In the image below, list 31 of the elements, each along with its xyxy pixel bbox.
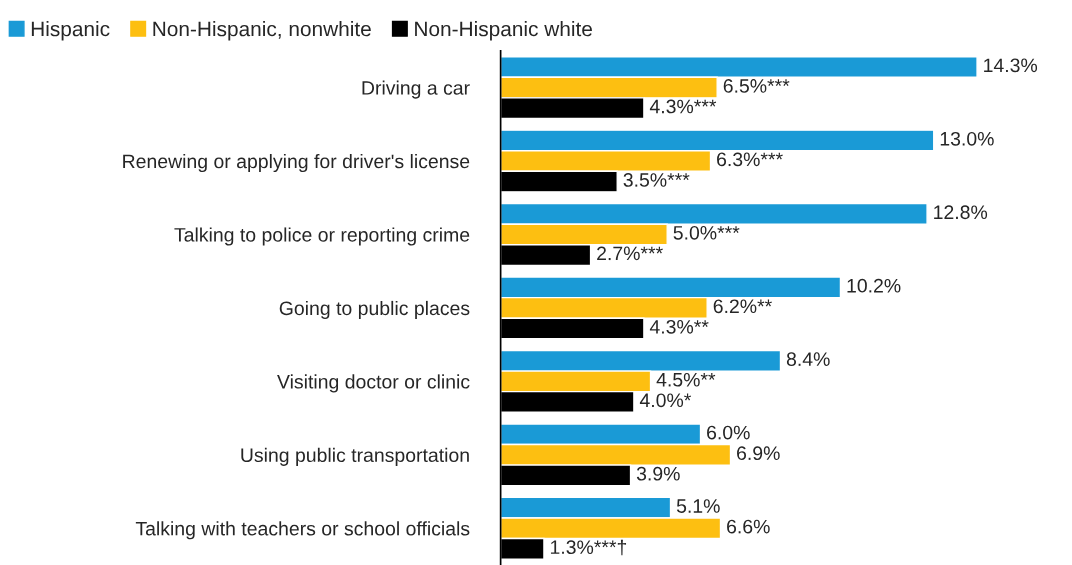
- data-label: 6.3%***: [717, 152, 783, 167]
- data-label: 12.8%: [934, 205, 988, 220]
- y-tick-label: Talking to police or reporting crime: [174, 227, 470, 246]
- data-label: 1.3%***†: [550, 539, 627, 556]
- data-label: 3.9%: [636, 466, 680, 481]
- data-label: 4.3%**: [649, 319, 709, 334]
- y-tick-label: Going to public places: [279, 300, 470, 320]
- data-label: 4.3%***: [649, 99, 717, 114]
- data-label: 6.5%***: [723, 79, 790, 93]
- data-label: 6.0%: [707, 425, 750, 440]
- data-label: 10.2%: [847, 278, 901, 293]
- legend-label: Non-Hispanic, nonwhite: [153, 21, 371, 41]
- y-tick-label: Using public transportation: [241, 447, 469, 466]
- y-tick-label: Visiting doctor or clinic: [277, 374, 470, 393]
- data-label: 3.5%***: [623, 173, 690, 187]
- y-tick-label: Renewing or applying for driver's license: [123, 153, 470, 173]
- y-tick-label: Driving a car: [362, 80, 470, 99]
- data-label: 8.4%: [786, 352, 830, 367]
- y-tick-label: Talking with teachers or school officials: [135, 521, 470, 540]
- legend-label: Non-Hispanic white: [415, 21, 592, 41]
- data-label: 2.7%***: [597, 246, 663, 261]
- data-label: 6.6%: [727, 519, 770, 534]
- data-label: 4.0%*: [639, 393, 692, 408]
- legend-label: Hispanic: [31, 21, 110, 41]
- data-label: 5.0%***: [673, 225, 740, 240]
- data-label: 14.3%: [984, 58, 1038, 73]
- data-label: 6.9%: [737, 446, 780, 461]
- data-label: 13.0%: [940, 131, 994, 146]
- data-label: 5.1%: [676, 499, 720, 513]
- data-label: 4.5%**: [656, 372, 716, 387]
- data-label: 6.2%**: [713, 299, 772, 314]
